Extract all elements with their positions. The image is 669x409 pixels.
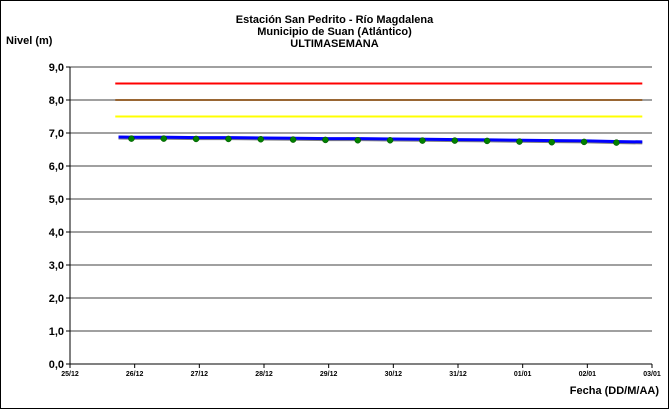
data-point-marker — [128, 135, 135, 142]
y-tick-label: 4,0 — [49, 227, 64, 239]
x-tick-label: 03/01 — [643, 371, 661, 378]
y-axis-label: Nivel (m) — [6, 35, 53, 47]
y-tick-label: 7,0 — [49, 128, 64, 140]
data-point-marker — [160, 135, 168, 142]
data-point-marker — [354, 137, 362, 144]
y-tick-label: 9,0 — [49, 62, 64, 74]
chart-title-line-3: ULTIMASEMANA — [290, 38, 379, 50]
data-point-marker — [322, 136, 329, 144]
data-point-marker — [225, 135, 232, 143]
x-tick-label: 01/01 — [514, 371, 532, 378]
data-point-marker — [257, 136, 265, 143]
x-tick-label: 26/12 — [126, 371, 144, 378]
data-point-marker — [483, 137, 491, 145]
y-tick-label: 8,0 — [49, 95, 64, 107]
y-tick-label: 3,0 — [49, 260, 64, 272]
data-point-marker — [451, 137, 459, 144]
y-tick-label: 5,0 — [49, 194, 64, 206]
x-tick-label: 02/01 — [579, 371, 597, 378]
y-tick-label: 2,0 — [49, 293, 64, 305]
x-tick-label: 28/12 — [255, 371, 273, 378]
data-point-marker — [580, 138, 588, 146]
y-tick-label: 0,0 — [49, 359, 64, 371]
data-point-marker — [516, 138, 523, 145]
x-axis-label: Fecha (DD/M/AA) — [569, 385, 659, 397]
data-point-marker — [386, 137, 394, 144]
data-point-marker — [192, 135, 200, 143]
data-point-marker — [613, 139, 620, 146]
chart-title-line-1: Estación San Pedrito - Río Magdalena — [235, 14, 434, 26]
chart-title-line-2: Municipio de Suan (Atlántico) — [257, 26, 412, 38]
x-tick-label: 25/12 — [61, 371, 79, 378]
x-tick-label: 31/12 — [449, 371, 467, 378]
x-tick-label: 27/12 — [191, 371, 209, 378]
y-tick-label: 6,0 — [49, 161, 64, 173]
data-point-marker — [419, 137, 426, 144]
x-tick-label: 30/12 — [385, 371, 403, 378]
data-point-marker — [548, 138, 556, 146]
data-point-marker — [289, 136, 297, 143]
x-tick-label: 29/12 — [320, 371, 338, 378]
y-tick-label: 1,0 — [49, 326, 64, 338]
